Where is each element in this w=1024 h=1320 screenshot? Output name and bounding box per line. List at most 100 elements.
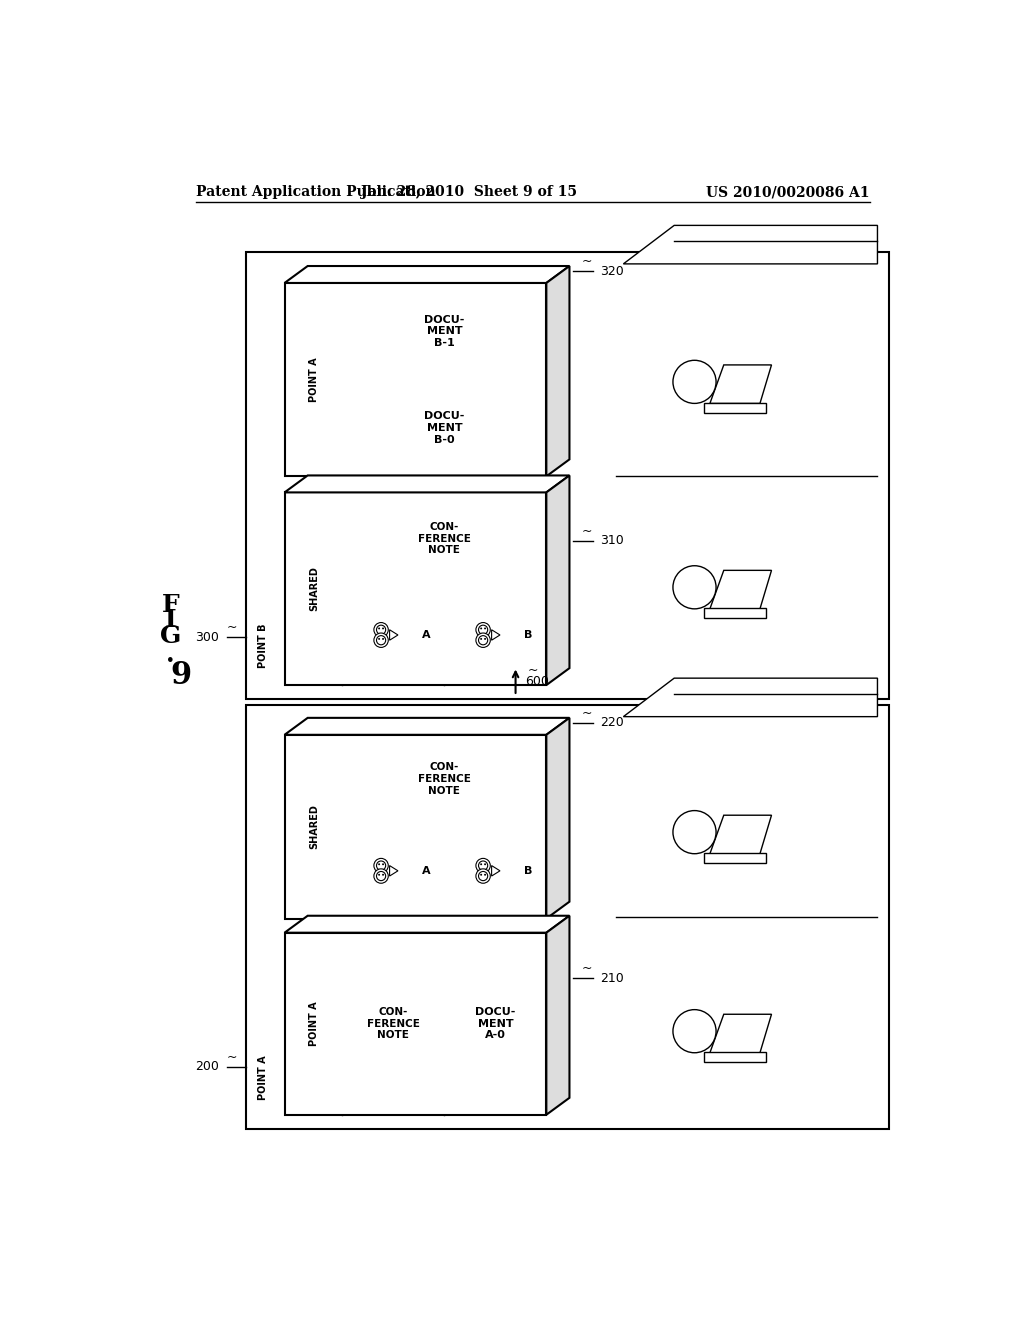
Circle shape	[382, 638, 384, 640]
Polygon shape	[389, 866, 398, 876]
Circle shape	[673, 566, 716, 609]
Text: Jan. 28, 2010  Sheet 9 of 15: Jan. 28, 2010 Sheet 9 of 15	[361, 185, 578, 199]
Text: CON-
FERENCE
NOTE: CON- FERENCE NOTE	[367, 1007, 420, 1040]
Text: Patent Application Publication: Patent Application Publication	[196, 185, 435, 199]
Text: .: .	[166, 643, 175, 667]
Circle shape	[378, 874, 380, 875]
Text: A: A	[422, 630, 430, 640]
Text: B: B	[524, 630, 532, 640]
Text: ~: ~	[227, 622, 238, 635]
Text: POINT A: POINT A	[309, 1002, 318, 1045]
Polygon shape	[547, 267, 569, 477]
Polygon shape	[703, 609, 766, 618]
Circle shape	[480, 874, 482, 875]
Circle shape	[480, 863, 482, 865]
Polygon shape	[703, 403, 766, 413]
Polygon shape	[703, 1052, 766, 1063]
Polygon shape	[285, 718, 569, 735]
Bar	[246, 705, 889, 1129]
Bar	[285, 282, 547, 477]
Polygon shape	[492, 866, 500, 876]
Polygon shape	[710, 364, 771, 404]
Text: I: I	[165, 609, 176, 632]
Bar	[285, 492, 547, 685]
Text: CON-
FERENCE
NOTE: CON- FERENCE NOTE	[418, 521, 471, 556]
Text: ~: ~	[582, 706, 593, 719]
Circle shape	[378, 627, 380, 630]
Circle shape	[476, 623, 490, 638]
Polygon shape	[285, 267, 569, 282]
Bar	[246, 252, 889, 700]
Text: ~: ~	[582, 524, 593, 537]
Text: ~: ~	[582, 962, 593, 975]
Text: 310: 310	[600, 535, 624, 546]
Text: SHARED: SHARED	[309, 804, 318, 849]
Circle shape	[382, 874, 384, 875]
Circle shape	[377, 626, 386, 635]
Text: 200: 200	[196, 1060, 219, 1073]
Circle shape	[382, 627, 384, 630]
Circle shape	[484, 874, 486, 875]
Text: POINT A: POINT A	[258, 1056, 268, 1100]
Polygon shape	[710, 570, 771, 609]
Circle shape	[480, 627, 482, 630]
Text: B: B	[524, 866, 532, 875]
Text: 210: 210	[600, 972, 624, 985]
Text: POINT A: POINT A	[309, 358, 318, 403]
Text: DOCU-
MENT
B-1: DOCU- MENT B-1	[424, 314, 465, 348]
Text: ~: ~	[527, 664, 538, 677]
Bar	[285, 735, 547, 919]
Circle shape	[476, 858, 490, 873]
Circle shape	[480, 638, 482, 640]
Circle shape	[377, 861, 386, 870]
Text: US 2010/0020086 A1: US 2010/0020086 A1	[707, 185, 869, 199]
Polygon shape	[624, 678, 878, 717]
Circle shape	[374, 634, 388, 647]
Text: F: F	[162, 593, 179, 616]
Circle shape	[378, 638, 380, 640]
Circle shape	[374, 623, 388, 638]
Circle shape	[476, 869, 490, 883]
Text: 320: 320	[600, 264, 624, 277]
Circle shape	[484, 863, 486, 865]
Polygon shape	[624, 226, 878, 264]
Text: ~: ~	[227, 1051, 238, 1064]
Circle shape	[478, 626, 487, 635]
Text: G: G	[160, 624, 181, 648]
Polygon shape	[389, 630, 398, 640]
Polygon shape	[703, 853, 766, 863]
Text: POINT B: POINT B	[258, 623, 268, 668]
Circle shape	[673, 810, 716, 854]
Circle shape	[377, 871, 386, 880]
Circle shape	[374, 858, 388, 873]
Circle shape	[478, 861, 487, 870]
Circle shape	[673, 1010, 716, 1053]
Polygon shape	[492, 630, 500, 640]
Circle shape	[377, 636, 386, 644]
Circle shape	[382, 863, 384, 865]
Circle shape	[378, 863, 380, 865]
Text: SHARED: SHARED	[309, 566, 318, 611]
Circle shape	[478, 871, 487, 880]
Text: A: A	[422, 866, 430, 875]
Text: DOCU-
MENT
B-0: DOCU- MENT B-0	[424, 412, 465, 445]
Circle shape	[478, 636, 487, 644]
Text: ~: ~	[582, 255, 593, 268]
Circle shape	[484, 638, 486, 640]
Polygon shape	[710, 816, 771, 854]
Circle shape	[374, 869, 388, 883]
Circle shape	[476, 634, 490, 647]
Text: 300: 300	[196, 631, 219, 644]
Polygon shape	[547, 475, 569, 685]
Polygon shape	[285, 916, 569, 933]
Circle shape	[484, 627, 486, 630]
Polygon shape	[547, 718, 569, 919]
Text: 600: 600	[524, 675, 549, 688]
Polygon shape	[710, 1014, 771, 1053]
Circle shape	[673, 360, 716, 404]
Text: 220: 220	[600, 717, 624, 730]
Text: 9: 9	[170, 660, 191, 692]
Polygon shape	[285, 475, 569, 492]
Polygon shape	[547, 916, 569, 1114]
Text: DOCU-
MENT
A-0: DOCU- MENT A-0	[475, 1007, 515, 1040]
